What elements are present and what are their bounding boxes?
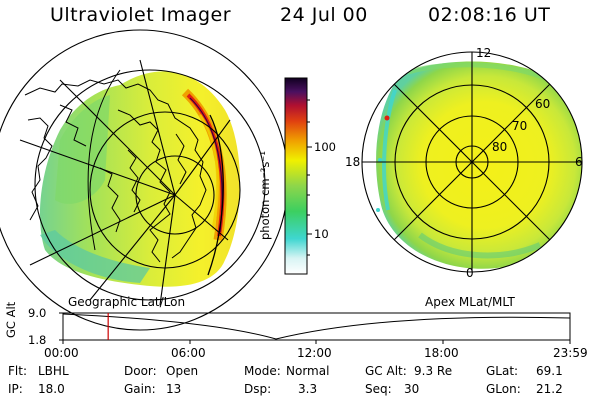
timeline-ybottom: 1.8	[28, 333, 47, 347]
timeline-ylabel: GC Alt	[4, 301, 18, 338]
ip-value: 18.0	[38, 382, 65, 396]
timeline-xtick-4: 23:59	[553, 346, 588, 360]
geographic-grid	[0, 29, 289, 331]
glat-label: GLat:	[486, 364, 519, 378]
left-panel-label: Geographic Lat/Lon	[68, 295, 186, 309]
mlt-label-left: 18	[345, 155, 361, 169]
dsp-label: Dsp:	[244, 382, 272, 396]
dsp-value: 3.3	[298, 382, 318, 396]
flt-value: LBHL	[38, 364, 69, 378]
mode-label: Mode:	[244, 364, 281, 378]
timeline-plot	[59, 312, 571, 344]
gain-value: 13	[166, 382, 182, 396]
mlat-label-60: 60	[535, 97, 551, 111]
date-label: 24 Jul 00	[280, 4, 368, 26]
gcalt-label: GC Alt:	[365, 364, 407, 378]
timeline-xtick-0: 00:00	[44, 346, 79, 360]
gcalt-value: 9.3 Re	[414, 364, 453, 378]
seq-label: Seq:	[365, 382, 392, 396]
colorbar-ticks	[307, 99, 312, 256]
ip-label: IP:	[8, 382, 23, 396]
mode-value: Normal	[286, 364, 330, 378]
time-label: 02:08:16 UT	[428, 4, 551, 26]
flt-label: Flt:	[8, 364, 27, 378]
timeline-xtick-3: 18:00	[424, 346, 459, 360]
mlat-label-70: 70	[512, 119, 528, 133]
gain-label: Gain:	[124, 382, 156, 396]
mlt-label-right: 6	[575, 155, 583, 169]
mlt-label-top: 12	[476, 46, 492, 60]
timeline-ytop: 9.0	[28, 306, 47, 320]
polar-grid	[361, 51, 583, 273]
colorbar-tick-100: 100	[314, 140, 336, 154]
colorbar-unit-label: photon cm⁻²s⁻¹	[258, 151, 272, 240]
glon-value: 21.2	[536, 382, 563, 396]
right-panel-label: Apex MLat/MLT	[425, 295, 515, 309]
timeline-xtick-2: 12:00	[297, 346, 332, 360]
door-label: Door:	[124, 364, 157, 378]
colorbar-tick-10: 10	[314, 227, 329, 241]
door-value: Open	[166, 364, 199, 378]
colorbar	[284, 77, 308, 275]
mlat-label-80: 80	[492, 140, 508, 154]
glat-value: 69.1	[536, 364, 563, 378]
mlt-label-bottom: 0	[466, 266, 474, 280]
coastlines	[24, 79, 207, 263]
timeline-xtick-1: 06:00	[171, 346, 206, 360]
seq-value: 30	[404, 382, 420, 396]
page-title: Ultraviolet Imager	[50, 4, 232, 26]
glon-label: GLon:	[486, 382, 521, 396]
geographic-image	[40, 71, 240, 287]
